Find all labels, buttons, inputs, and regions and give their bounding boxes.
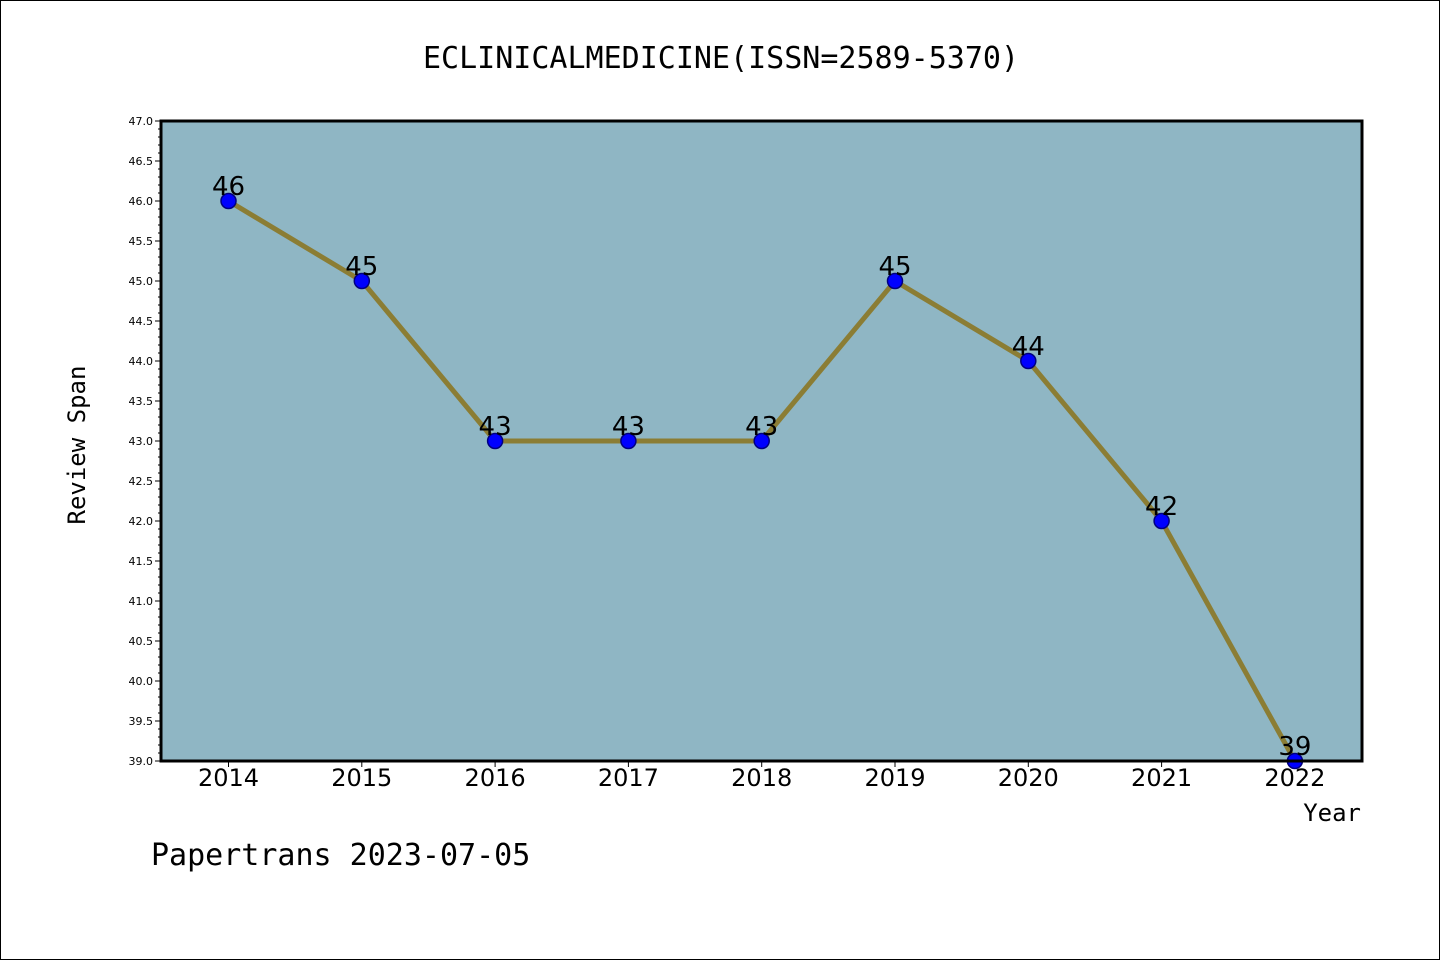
- data-label: 45: [878, 252, 911, 282]
- y-tick-label: 41.0: [129, 595, 154, 608]
- x-axis: 2014 2015 2016 2017 2018 2019 2020 2021 2022: [198, 761, 1325, 792]
- y-tick-label: 45.5: [129, 235, 154, 248]
- data-label: 44: [1012, 332, 1045, 362]
- y-tick-label: 44.0: [129, 355, 154, 368]
- y-tick-label: 39.0: [129, 755, 154, 768]
- x-tick-label: 2017: [598, 764, 659, 792]
- y-tick-label: 40.0: [129, 675, 154, 688]
- y-tick-label: 40.5: [129, 635, 154, 648]
- y-tick-label: 39.5: [129, 715, 154, 728]
- x-tick-label: 2019: [864, 764, 925, 792]
- data-label: 43: [479, 412, 512, 442]
- footer-text: Papertrans 2023-07-05: [151, 838, 530, 873]
- data-point: [753, 432, 770, 450]
- y-tick-label: 45.0: [129, 275, 154, 288]
- y-tick-label: 44.5: [129, 315, 154, 328]
- data-point: [1153, 512, 1170, 530]
- y-tick-label: 43.0: [129, 435, 154, 448]
- data-label: 39: [1278, 732, 1311, 762]
- y-tick-label: 43.5: [129, 395, 154, 408]
- series-review-span: 46 45 43 43 43 45 44 42 39: [212, 172, 1311, 770]
- data-label: 45: [345, 252, 378, 282]
- data-point: [353, 272, 371, 290]
- data-point: [620, 432, 637, 450]
- data-point: [220, 192, 237, 210]
- x-tick-label: 2014: [198, 764, 259, 792]
- y-tick-label: 47.0: [129, 115, 154, 128]
- y-axis: 39.0 39.5 40.0 40.5 41.0 41.5 42.0 42.5 43.0 43.5…: [129, 115, 161, 768]
- y-tick-label: 42.5: [129, 475, 154, 488]
- x-tick-label: 2021: [1131, 764, 1192, 792]
- data-point: [486, 432, 504, 450]
- y-axis-label: Review Span: [63, 366, 91, 525]
- x-tick-label: 2018: [731, 764, 792, 792]
- data-label: 46: [212, 172, 245, 202]
- y-tick-label: 42.0: [129, 515, 154, 528]
- x-tick-label: 2020: [998, 764, 1059, 792]
- data-label: 42: [1145, 492, 1178, 522]
- data-label: 43: [612, 412, 645, 442]
- chart-title: ECLINICALMEDICINE(ISSN=2589-5370): [423, 41, 1019, 76]
- plot-border: [159, 119, 1364, 763]
- x-tick-label: 2016: [465, 764, 526, 792]
- data-point: [886, 272, 904, 290]
- data-point: [1020, 352, 1037, 370]
- x-axis-label: Year: [1303, 799, 1361, 827]
- y-tick-label: 41.5: [129, 555, 154, 568]
- data-label: 43: [745, 412, 778, 442]
- x-tick-label: 2015: [331, 764, 392, 792]
- y-tick-label: 46.0: [129, 195, 154, 208]
- y-tick-label: 46.5: [129, 155, 154, 168]
